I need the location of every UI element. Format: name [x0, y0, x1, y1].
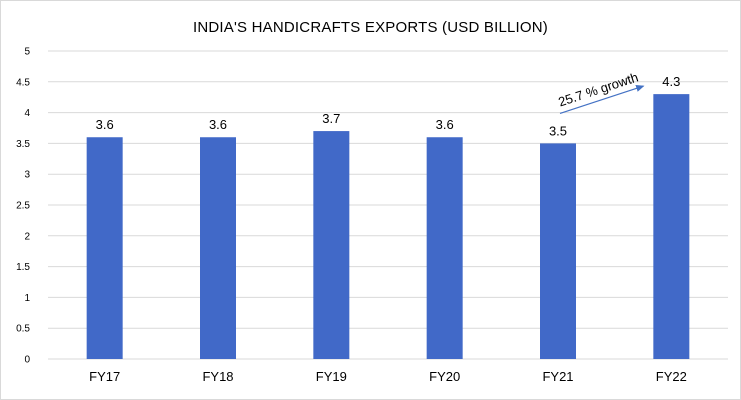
growth-annotation-text: 25.7 % growth: [556, 69, 640, 109]
growth-arrow: [559, 84, 645, 114]
y-tick-label: 0.5: [16, 324, 30, 335]
data-label: 4.3: [662, 74, 680, 89]
data-label: 3.6: [209, 117, 227, 132]
bar-fy20: [426, 137, 463, 359]
y-tick-label: 1: [24, 293, 30, 304]
y-tick-label: 4: [24, 108, 30, 119]
chart-title: INDIA'S HANDICRAFTS EXPORTS (USD BILLION…: [192, 19, 548, 36]
x-category-label: FY19: [316, 369, 347, 384]
data-label: 3.6: [96, 117, 114, 132]
bar-fy22: [653, 94, 690, 360]
x-category-label: FY22: [656, 369, 687, 384]
x-category-label: FY17: [89, 369, 120, 384]
y-tick-label: 3: [24, 170, 30, 181]
bar-fy21: [540, 143, 576, 359]
data-label: 3.5: [549, 123, 567, 138]
bar-fy18: [200, 137, 236, 359]
y-tick-label: 3.5: [16, 139, 30, 150]
data-label: 3.6: [436, 117, 454, 132]
x-category-label: FY18: [202, 369, 233, 384]
y-tick-label: 1.5: [16, 262, 30, 273]
x-category-label: FY20: [429, 369, 460, 384]
data-label: 3.7: [322, 111, 340, 126]
x-category-label: FY21: [542, 369, 573, 384]
y-tick-label: 0: [24, 355, 30, 366]
y-tick-label: 5: [24, 47, 30, 58]
bar-fy17: [86, 137, 123, 359]
y-tick-label: 4.5: [16, 77, 30, 88]
y-tick-label: 2.5: [16, 201, 30, 212]
y-tick-label: 2: [24, 231, 30, 242]
bar-fy19: [313, 131, 350, 359]
